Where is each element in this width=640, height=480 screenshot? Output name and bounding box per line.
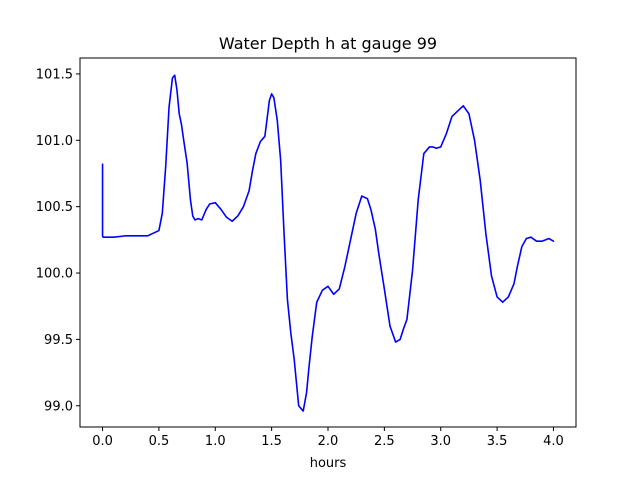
x-axis: 0.0 0.5 1.0 1.5 2.0 2.5 3.0 3.5 4.0 bbox=[92, 427, 564, 449]
series-line-0 bbox=[101, 74, 555, 412]
x-tick-label: 2.5 bbox=[374, 434, 395, 449]
x-tick-label: 1.0 bbox=[205, 434, 226, 449]
y-tick-label: 101.0 bbox=[36, 134, 73, 149]
y-tick-label: 99.0 bbox=[44, 399, 73, 414]
y-tick-label: 100.5 bbox=[36, 200, 73, 215]
x-tick-label: 3.5 bbox=[487, 434, 508, 449]
y-axis: 99.0 99.5 100.0 100.5 101.0 101.5 bbox=[36, 67, 80, 414]
x-tick-label: 4.0 bbox=[543, 434, 564, 449]
x-axis-label: hours bbox=[310, 456, 347, 471]
plot-area bbox=[101, 74, 555, 412]
x-tick-label: 0.5 bbox=[149, 434, 170, 449]
y-tick-label: 100.0 bbox=[36, 267, 73, 282]
x-tick-label: 3.0 bbox=[430, 434, 451, 449]
y-tick-label: 101.5 bbox=[36, 67, 73, 82]
chart-title: Water Depth h at gauge 99 bbox=[219, 34, 437, 53]
x-tick-label: 2.0 bbox=[318, 434, 339, 449]
x-tick-label: 0.0 bbox=[92, 434, 113, 449]
y-tick-label: 99.5 bbox=[44, 333, 73, 348]
x-tick-label: 1.5 bbox=[261, 434, 282, 449]
